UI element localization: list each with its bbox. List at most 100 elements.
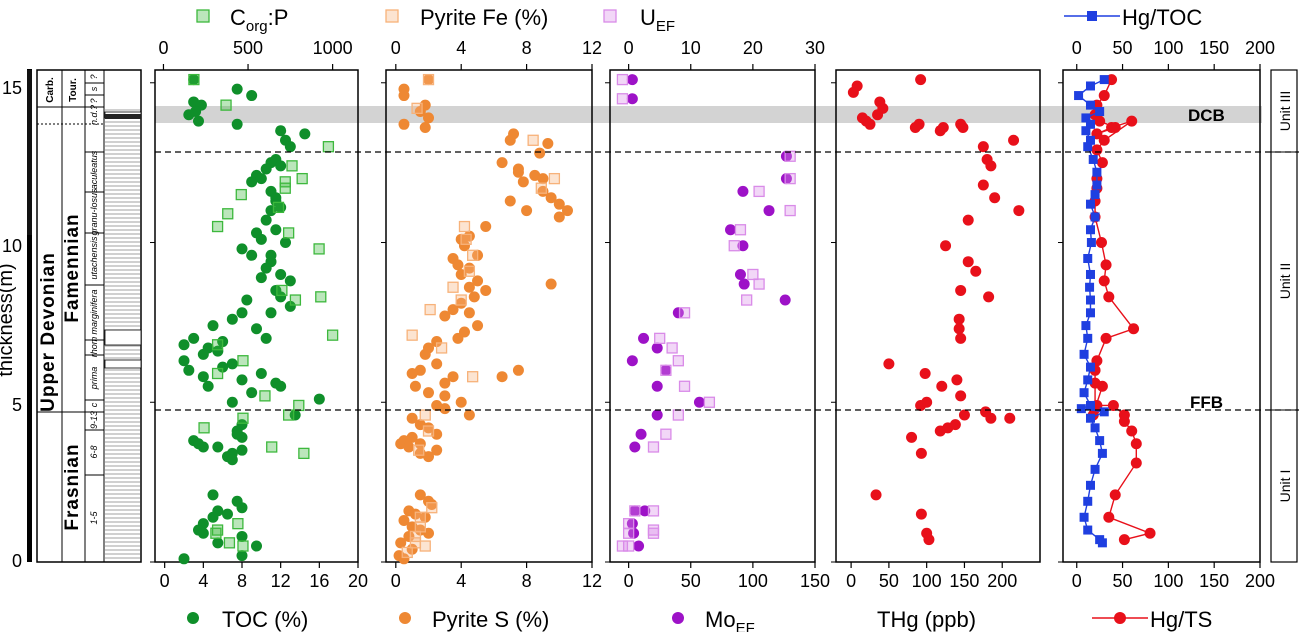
data-point	[260, 214, 272, 226]
data-point	[1085, 81, 1095, 91]
top-tick-label: 500	[233, 38, 263, 58]
data-point	[1109, 489, 1121, 501]
data-point	[188, 332, 200, 344]
data-point	[666, 342, 678, 354]
data-point	[1083, 375, 1093, 385]
zone-label: ?	[89, 74, 99, 79]
data-point	[616, 93, 629, 105]
data-point	[178, 355, 190, 367]
data-point	[870, 489, 882, 501]
data-point	[284, 275, 296, 287]
data-point	[1100, 332, 1112, 344]
data-point	[553, 198, 565, 210]
data-point	[1008, 134, 1020, 146]
series-hg-ts	[1087, 74, 1156, 546]
data-point	[521, 205, 533, 217]
data-point	[237, 540, 249, 552]
data-point	[480, 221, 492, 233]
zone-label: rhom	[89, 336, 99, 357]
data-point	[504, 195, 516, 207]
data-point	[246, 90, 258, 102]
series-pyrite-fe-	[401, 73, 561, 559]
data-point	[1085, 362, 1095, 372]
data-point	[635, 428, 647, 440]
data-point	[1090, 423, 1100, 433]
data-point	[626, 93, 638, 105]
data-point	[183, 364, 195, 376]
data-point	[651, 342, 663, 354]
top-tick-label: 20	[743, 38, 763, 58]
zone-label: 1-5	[89, 511, 99, 525]
data-point	[1081, 113, 1091, 123]
data-point	[260, 163, 272, 175]
top-tick-label: 50	[1113, 38, 1133, 58]
data-point	[246, 176, 258, 188]
data-point	[1090, 190, 1100, 200]
legend-label: Hg/TOC	[1122, 5, 1202, 30]
data-point	[220, 99, 232, 111]
zone-label: utachensis	[89, 236, 99, 280]
data-point	[883, 358, 895, 370]
data-point	[275, 160, 287, 172]
data-point	[660, 364, 672, 376]
data-point	[411, 102, 423, 114]
y-axis-label: thickness(m)	[0, 263, 17, 376]
data-point	[949, 419, 961, 431]
data-point	[423, 387, 435, 399]
top-tick-label: 150	[1199, 38, 1229, 58]
data-point	[426, 498, 438, 510]
data-point	[226, 313, 238, 325]
data-point	[1013, 205, 1025, 217]
top-tick-label: 12	[582, 38, 602, 58]
data-point	[977, 179, 989, 191]
data-point	[286, 160, 298, 172]
data-point	[280, 237, 291, 249]
data-point	[1099, 75, 1109, 85]
data-point	[985, 160, 997, 172]
data-point	[496, 371, 508, 383]
data-point	[741, 294, 753, 306]
data-point	[212, 441, 224, 453]
top-tick-label: 10	[681, 38, 701, 58]
data-point	[467, 371, 479, 383]
series-hg-toc	[1074, 75, 1109, 548]
data-point	[236, 374, 248, 386]
legend-marker	[385, 9, 399, 23]
dcb-label: DCB	[1188, 106, 1225, 125]
top-tick-label: 1000	[313, 38, 353, 58]
data-point	[279, 182, 291, 194]
data-point	[275, 380, 287, 392]
top-tick-label: 0	[624, 38, 634, 58]
data-point	[977, 141, 989, 153]
data-point	[955, 332, 967, 344]
data-point	[517, 176, 529, 188]
panel-frame	[154, 69, 359, 563]
data-point	[512, 166, 524, 178]
data-point	[940, 240, 952, 252]
data-point	[211, 220, 224, 233]
data-point	[266, 441, 278, 453]
data-point	[660, 364, 672, 376]
x-tick-label: 0	[160, 571, 170, 591]
data-point	[660, 428, 672, 440]
data-point	[226, 358, 238, 370]
series-line	[1092, 79, 1153, 541]
series-moef	[626, 74, 792, 552]
data-point	[236, 530, 248, 542]
x-tick-label: 8	[237, 571, 247, 591]
data-point	[784, 150, 796, 162]
data-point	[1083, 253, 1093, 263]
data-point	[398, 90, 410, 102]
data-point	[1074, 91, 1084, 101]
data-point	[202, 380, 214, 392]
data-point	[1079, 388, 1089, 398]
data-point	[779, 294, 791, 306]
x-tick-label: 100	[1153, 571, 1183, 591]
lithology-bed	[104, 359, 142, 369]
panel-3: 0 50 100 150 0 10 20 30	[605, 38, 830, 591]
data-point	[622, 527, 635, 539]
data-point	[1097, 538, 1107, 548]
series-corg-p	[188, 73, 339, 552]
data-point	[672, 355, 684, 367]
data-point	[534, 147, 546, 159]
